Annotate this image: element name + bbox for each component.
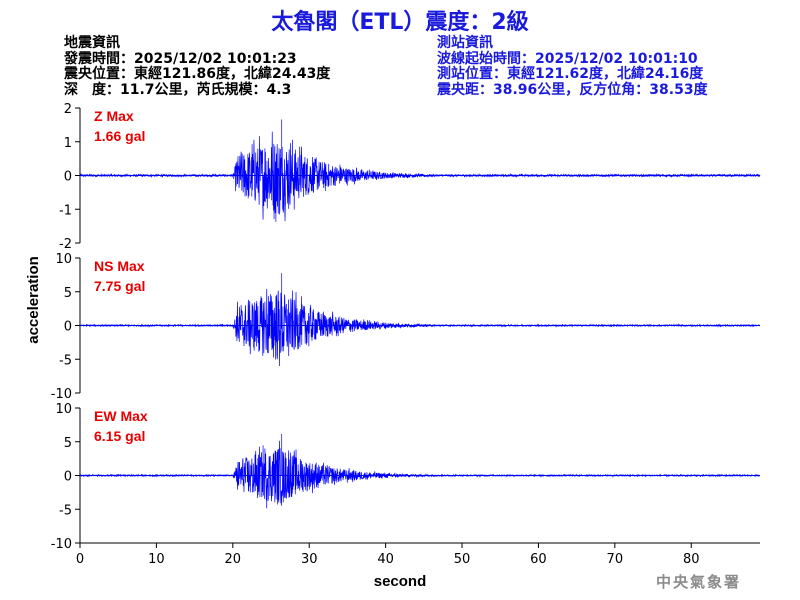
y-tick-label: -10 [51, 387, 72, 402]
y-tick-label: 10 [55, 252, 72, 267]
max-label-ew: EW Max [94, 408, 148, 424]
epicenter-location: 震央位置：東經121.86度，北緯24.43度 [64, 66, 331, 82]
y-tick-label: -10 [51, 537, 72, 552]
waveform-z [79, 119, 761, 222]
chart-title: 太魯閣（ETL）震度：2級 [271, 10, 529, 35]
x-tick-label: 20 [225, 552, 242, 567]
station-info-heading: 測站資訊 [437, 35, 493, 51]
earthquake-info-heading: 地震資訊 [64, 35, 120, 51]
epicentral-distance: 震央距：38.96公里，反方位角：38.53度 [437, 81, 708, 98]
y-tick-label: 0 [64, 320, 72, 335]
max-value-z: 1.66 gal [94, 128, 145, 144]
y-tick-label: -1 [59, 203, 72, 218]
x-tick-label: 0 [76, 552, 84, 567]
x-tick-label: 80 [683, 552, 700, 567]
x-tick-label: 60 [530, 552, 547, 567]
x-tick-label: 70 [607, 552, 624, 567]
waveform-ns [79, 273, 761, 367]
x-tick-label: 50 [454, 552, 471, 567]
y-tick-label: 0 [64, 470, 72, 485]
max-label-ns: NS Max [94, 258, 145, 274]
max-value-ew: 6.15 gal [94, 428, 145, 444]
max-label-z: Z Max [94, 108, 134, 124]
x-tick-label: 40 [377, 552, 394, 567]
y-tick-label: 10 [55, 402, 72, 417]
earthquake-info: 地震資訊 發震時間：2025/12/02 10:01:23 震央位置：東經121… [64, 35, 331, 98]
station-info: 測站資訊 波線起始時間：2025/12/02 10:01:10 測站位置：東經1… [437, 35, 708, 98]
y-axis-title: acceleration [25, 256, 42, 344]
depth-magnitude: 深 度：11.7公里，芮氏規模：4.3 [64, 81, 292, 98]
x-tick-label: 10 [148, 552, 165, 567]
waveform-ew [79, 433, 761, 509]
y-tick-label: 1 [64, 136, 72, 151]
agency-watermark: 中央氣象署 [656, 573, 742, 591]
origin-time: 發震時間：2025/12/02 10:01:23 [64, 50, 297, 67]
waveform-onset-time: 波線起始時間：2025/12/02 10:01:10 [437, 50, 698, 67]
y-tick-label: -5 [59, 353, 72, 368]
y-tick-label: -5 [59, 503, 72, 518]
y-tick-label: 5 [64, 436, 72, 451]
x-axis-title: second [374, 573, 427, 590]
y-tick-label: 2 [64, 102, 72, 117]
y-tick-label: 0 [64, 170, 72, 185]
x-tick-label: 30 [301, 552, 318, 567]
station-location: 測站位置：東經121.62度，北緯24.16度 [437, 66, 704, 82]
y-tick-label: -2 [59, 237, 72, 252]
max-value-ns: 7.75 gal [94, 278, 145, 294]
y-tick-label: 5 [64, 286, 72, 301]
